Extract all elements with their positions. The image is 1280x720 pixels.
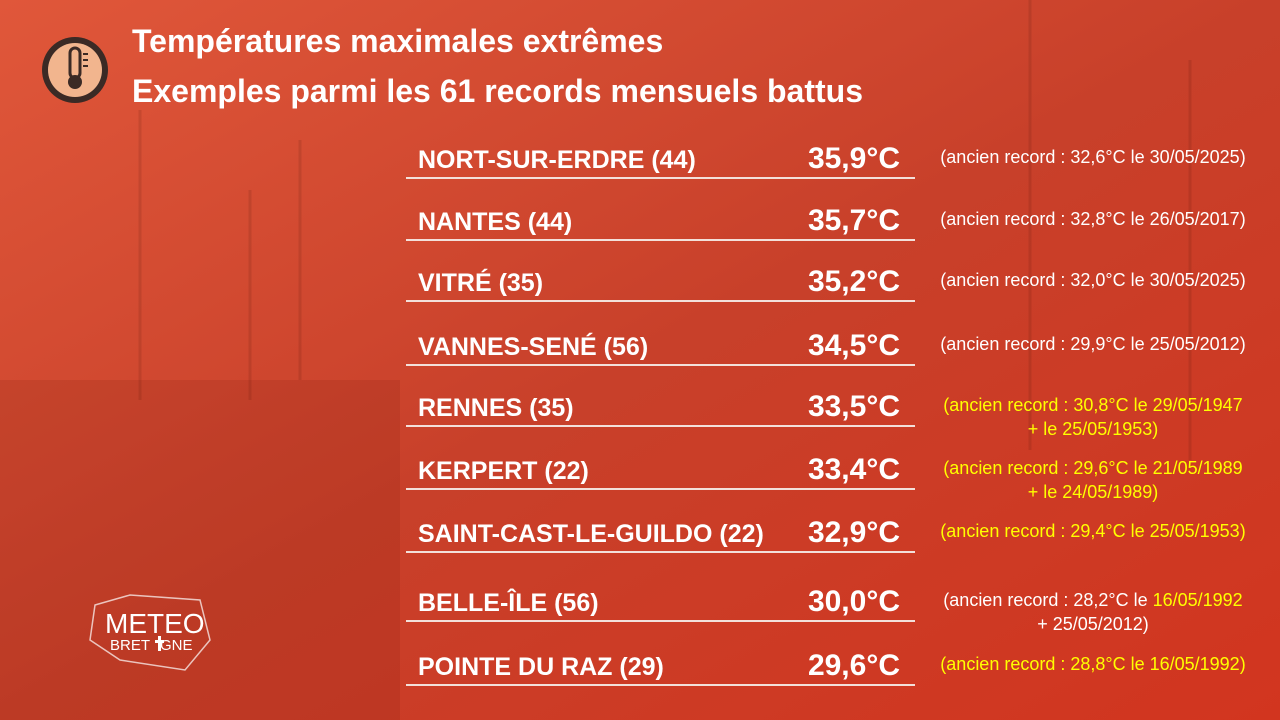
note-line: (ancien record : 32,8°C le 26/05/2017) — [940, 209, 1245, 229]
note-line: (ancien record : 32,6°C le 30/05/2025) — [940, 147, 1245, 167]
station: VANNES-SENÉ (56) — [418, 332, 648, 361]
logo-cross — [155, 636, 164, 651]
water — [0, 380, 400, 720]
note-line: (ancien record : 32,0°C le 30/05/2025) — [940, 270, 1245, 290]
logo-text: METEO — [105, 608, 205, 639]
station: NORT-SUR-ERDRE (44) — [418, 146, 696, 174]
note-line: (ancien record : 29,6°C le 21/05/1989 — [943, 458, 1242, 478]
note-line: + le 24/05/1989) — [1028, 482, 1159, 502]
title-line: Températures maximales extrêmes — [132, 23, 663, 59]
note-segment: (ancien record : 32,6°C le 30/05/2025) — [940, 147, 1245, 167]
station: VITRÉ (35) — [418, 268, 543, 297]
note-segment: (ancien record : 29,6°C le 21/05/1989 — [943, 458, 1242, 478]
temperature: 35,9°C — [808, 142, 900, 175]
note-segment: (ancien record : 30,8°C le 29/05/1947 — [943, 395, 1242, 415]
station: NANTES (44) — [418, 208, 572, 236]
note-segment: (ancien record : 29,4°C le 25/05/1953) — [940, 521, 1245, 541]
note-segment: (ancien record : 29,9°C le 25/05/2012) — [940, 334, 1245, 354]
note-segment: (ancien record : 32,8°C le 26/05/2017) — [940, 209, 1245, 229]
harbour-masts — [138, 0, 1192, 460]
station: SAINT-CAST-LE-GUILDO (22) — [418, 520, 764, 548]
note-line: (ancien record : 28,2°C le 16/05/1992 — [943, 590, 1242, 610]
station: RENNES (35) — [418, 394, 574, 422]
logo: METEO BRET GNE — [89, 594, 211, 671]
thermometer-icon — [42, 37, 108, 103]
note-segment: + 25/05/2012) — [1037, 614, 1149, 634]
note-segment: + le 24/05/1989) — [1028, 482, 1159, 502]
note-segment: + le 25/05/1953) — [1028, 419, 1159, 439]
title-line: Exemples parmi les 61 records mensuels b… — [132, 73, 863, 109]
note-line: (ancien record : 29,4°C le 25/05/1953) — [940, 521, 1245, 541]
logo-text: BRET — [110, 637, 150, 654]
note-line: (ancien record : 28,8°C le 16/05/1992) — [940, 654, 1245, 674]
temperature: 35,2°C — [808, 265, 900, 298]
temperature: 33,5°C — [808, 390, 900, 423]
note-line: + le 25/05/1953) — [1028, 419, 1159, 439]
logo-text: GNE — [160, 637, 193, 654]
note-segment: (ancien record : 32,0°C le 30/05/2025) — [940, 270, 1245, 290]
station: POINTE DU RAZ (29) — [418, 653, 664, 681]
temperature: 33,4°C — [808, 453, 900, 486]
temperature: 32,9°C — [808, 516, 900, 549]
note-line: (ancien record : 30,8°C le 29/05/1947 — [943, 395, 1242, 415]
station: BELLE-ÎLE (56) — [418, 587, 599, 617]
note-line: + 25/05/2012) — [1037, 614, 1149, 634]
records: NORT-SUR-ERDRE (44) 35,9°C (ancien record … — [406, 142, 1246, 686]
temperature: 30,0°C — [808, 585, 900, 618]
note-segment: (ancien record : 28,2°C le — [943, 590, 1152, 610]
note-segment: 16/05/1992 — [1153, 590, 1243, 610]
temperature: 34,5°C — [808, 329, 900, 362]
temperature: 29,6°C — [808, 649, 900, 682]
station: KERPERT (22) — [418, 457, 589, 485]
note-segment: (ancien record : 28,8°C le 16/05/1992) — [940, 654, 1245, 674]
note-line: (ancien record : 29,9°C le 25/05/2012) — [940, 334, 1245, 354]
temperature: 35,7°C — [808, 204, 900, 237]
